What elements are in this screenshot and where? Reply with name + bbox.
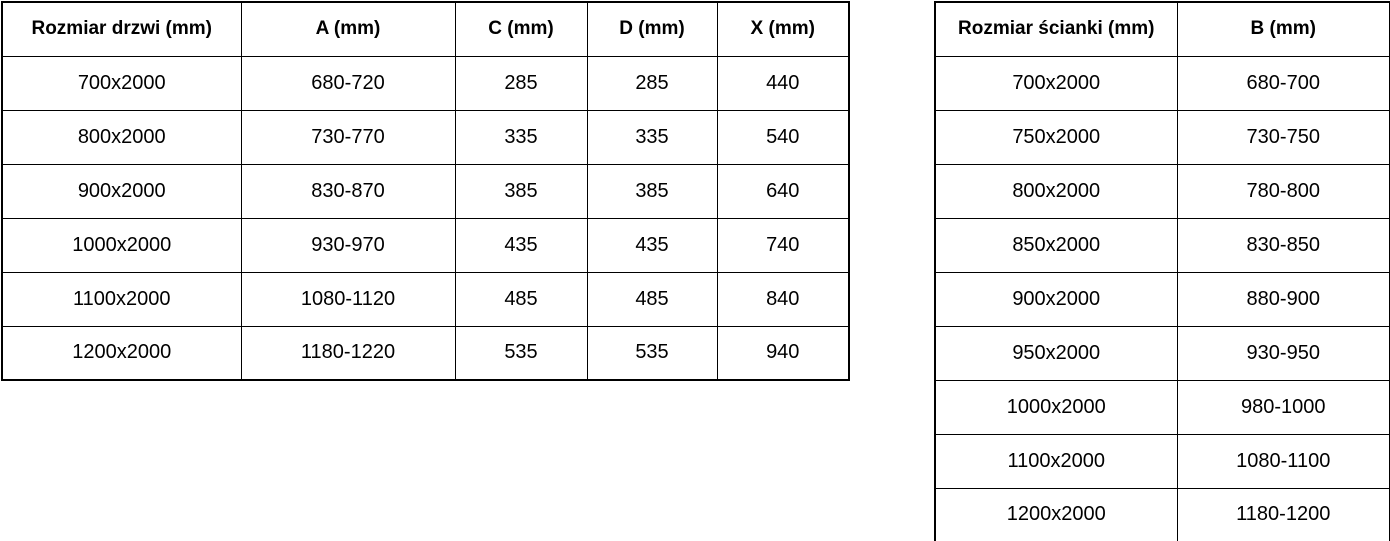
table-row: 850x2000 830-850 [934, 217, 1390, 273]
wall-table-body: 700x2000 680-700 750x2000 730-750 800x2000 78… [934, 55, 1390, 541]
table-cell: 485 [454, 271, 588, 327]
table-cell: 680-720 [240, 55, 456, 111]
table-cell: 730-770 [240, 109, 456, 165]
table-cell: 285 [586, 55, 718, 111]
table-row: 1100x2000 1080-1100 [934, 433, 1390, 489]
table-cell: 840 [716, 271, 850, 327]
table-cell: 700x2000 [934, 55, 1178, 111]
table-row: 800x2000 730-770 335 335 540 [1, 109, 850, 165]
table-row: 1200x2000 1180-1200 [934, 487, 1390, 541]
column-header: Rozmiar ścianki (mm) [934, 1, 1178, 57]
table-cell: 930-950 [1176, 325, 1390, 381]
table-cell: 385 [586, 163, 718, 219]
table-cell: 930-970 [240, 217, 456, 273]
table-cell: 940 [716, 325, 850, 381]
table-cell: 900x2000 [934, 271, 1178, 327]
table-cell: 435 [454, 217, 588, 273]
table-row: 950x2000 930-950 [934, 325, 1390, 381]
wall-panel-sizes-table: Rozmiar ścianki (mm) B (mm) 700x2000 680-7… [934, 1, 1390, 541]
table-cell: 830-850 [1176, 217, 1390, 273]
table-cell: 1200x2000 [934, 487, 1178, 541]
table-cell: 1080-1100 [1176, 433, 1390, 489]
table-row: 900x2000 880-900 [934, 271, 1390, 327]
table-cell: 850x2000 [934, 217, 1178, 273]
table-cell: 1200x2000 [1, 325, 242, 381]
column-header: D (mm) [586, 1, 718, 57]
table-cell: 535 [454, 325, 588, 381]
table-cell: 830-870 [240, 163, 456, 219]
column-header: X (mm) [716, 1, 850, 57]
table-cell: 780-800 [1176, 163, 1390, 219]
table-row: 800x2000 780-800 [934, 163, 1390, 219]
table-cell: 1180-1220 [240, 325, 456, 381]
table-cell: 485 [586, 271, 718, 327]
table-cell: 385 [454, 163, 588, 219]
table-row: 1000x2000 930-970 435 435 740 [1, 217, 850, 273]
table-cell: 1000x2000 [934, 379, 1178, 435]
table-cell: 980-1000 [1176, 379, 1390, 435]
table-cell: 800x2000 [934, 163, 1178, 219]
table-row: 750x2000 730-750 [934, 109, 1390, 165]
table-cell: 1100x2000 [1, 271, 242, 327]
table-cell: 1180-1200 [1176, 487, 1390, 541]
table-cell: 540 [716, 109, 850, 165]
table-cell: 750x2000 [934, 109, 1178, 165]
table-cell: 1100x2000 [934, 433, 1178, 489]
door-table-header-row: Rozmiar drzwi (mm) A (mm) C (mm) D (mm) X (m… [1, 1, 850, 57]
table-cell: 335 [454, 109, 588, 165]
table-cell: 440 [716, 55, 850, 111]
table-cell: 900x2000 [1, 163, 242, 219]
table-row: 1000x2000 980-1000 [934, 379, 1390, 435]
door-sizes-table: Rozmiar drzwi (mm) A (mm) C (mm) D (mm) X (m… [1, 1, 850, 381]
table-cell: 1000x2000 [1, 217, 242, 273]
table-row: 700x2000 680-700 [934, 55, 1390, 111]
table-cell: 1080-1120 [240, 271, 456, 327]
table-cell: 335 [586, 109, 718, 165]
table-row: 700x2000 680-720 285 285 440 [1, 55, 850, 111]
table-cell: 800x2000 [1, 109, 242, 165]
column-header: A (mm) [240, 1, 456, 57]
column-header: C (mm) [454, 1, 588, 57]
table-cell: 535 [586, 325, 718, 381]
column-header: B (mm) [1176, 1, 1390, 57]
table-row: 1200x2000 1180-1220 535 535 940 [1, 325, 850, 381]
table-cell: 640 [716, 163, 850, 219]
table-cell: 880-900 [1176, 271, 1390, 327]
table-row: 1100x2000 1080-1120 485 485 840 [1, 271, 850, 327]
table-cell: 730-750 [1176, 109, 1390, 165]
table-row: 900x2000 830-870 385 385 640 [1, 163, 850, 219]
table-cell: 435 [586, 217, 718, 273]
column-header: Rozmiar drzwi (mm) [1, 1, 242, 57]
table-cell: 950x2000 [934, 325, 1178, 381]
wall-table-header-row: Rozmiar ścianki (mm) B (mm) [934, 1, 1390, 57]
table-cell: 740 [716, 217, 850, 273]
table-cell: 700x2000 [1, 55, 242, 111]
door-table-body: 700x2000 680-720 285 285 440 800x2000 730-770 3… [1, 55, 850, 381]
table-cell: 680-700 [1176, 55, 1390, 111]
table-cell: 285 [454, 55, 588, 111]
